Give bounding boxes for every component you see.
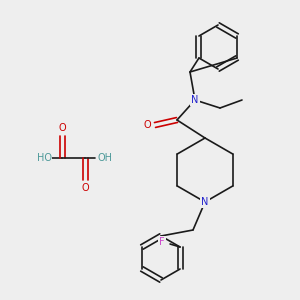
Text: HO: HO bbox=[37, 153, 52, 163]
Text: N: N bbox=[201, 197, 209, 207]
Text: OH: OH bbox=[98, 153, 112, 163]
Text: O: O bbox=[58, 123, 66, 133]
Text: F: F bbox=[159, 237, 165, 247]
Text: N: N bbox=[191, 95, 199, 105]
Text: O: O bbox=[143, 120, 151, 130]
Text: O: O bbox=[81, 183, 89, 193]
